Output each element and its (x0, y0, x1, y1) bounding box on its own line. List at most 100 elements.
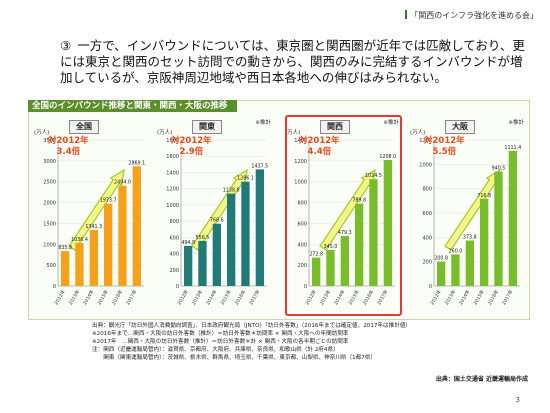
bar (451, 254, 460, 286)
y-tick-label: 400 (422, 235, 432, 241)
chart-title-kansai: 関西 (320, 120, 350, 134)
x-tick-label: 2012年 (176, 288, 190, 306)
x-tick-label: 2017年 (247, 288, 261, 306)
bar (104, 203, 113, 286)
ratio-caption: 対2012年 (48, 136, 89, 146)
bar (508, 150, 517, 286)
source-credit: 出典：国土交通省 近畿運輸局作成 (435, 376, 528, 383)
data-label: 272.8 (309, 252, 323, 258)
bar (255, 169, 264, 286)
data-label: 789.8 (352, 198, 366, 204)
y-tick-label: 1200 (419, 138, 432, 144)
chart-svg-zenkoku: (万人) 0 500 1000 1500 2000 2500 3000 3500 835.8 201… (34, 129, 145, 306)
bar (89, 230, 98, 286)
ratio-caption: 対2012年 (171, 136, 212, 146)
bar (355, 203, 364, 286)
growth-arrow (68, 168, 125, 251)
y-tick-label: 1600 (166, 154, 179, 160)
chart-note-kansai: ※推計 (383, 120, 399, 126)
bar (198, 240, 207, 286)
data-label: 1138.8 (223, 188, 240, 194)
bar (61, 251, 70, 286)
data-label: 1286.1 (237, 176, 254, 182)
x-tick-label: 2014年 (204, 288, 218, 306)
y-tick-label: 800 (422, 187, 432, 193)
y-tick-label: 200 (297, 263, 307, 269)
bar (312, 257, 321, 286)
bar (326, 250, 335, 286)
x-tick-label: 2014年 (457, 288, 471, 306)
data-label: 716.8 (477, 193, 491, 199)
chart-svg-osaka: (万人) 0 200 400 600 800 1000 1200 200.8 2012年 260.0… (410, 129, 521, 306)
x-tick-label: 2015年 (472, 288, 486, 306)
chart-kansai: (万人) 0 200 400 600 800 1000 1200 1400 272.8 2012年 3… (283, 114, 401, 314)
x-tick-label: 2013年 (67, 288, 81, 306)
chart-note-osaka: ※推計 (508, 120, 524, 126)
y-tick-label: 600 (422, 211, 432, 217)
source-line: 関東（関東運輸局管内）：茨城県、栃木県、群馬県、埼玉県、千葉県、東京都、山梨県、… (92, 355, 377, 361)
data-label: 1437.5 (251, 163, 268, 169)
ratio-value: 4.4倍 (307, 147, 332, 157)
x-tick-label: 2015年 (96, 288, 110, 306)
x-tick-label: 2017年 (124, 288, 138, 306)
bar (184, 245, 193, 286)
chart-title-osaka: 大阪 (445, 120, 475, 134)
header-bar: 「関西のインフラ強化を進める会」 (0, 0, 550, 30)
chart-title-kanto: 関東 (192, 120, 222, 134)
y-tick-label: 1200 (166, 187, 179, 193)
data-label: 373.8 (463, 235, 477, 241)
bar (437, 261, 446, 286)
data-label: 768.6 (210, 218, 224, 224)
bar (465, 240, 474, 286)
bar (75, 242, 84, 286)
source-notes: 出典：観光庁「訪日外国人消費動向調査」、日本政府観光局（JNTO）「訪日外客数」… (92, 322, 532, 362)
y-tick-label: 1800 (166, 138, 179, 144)
ratio-caption: 対2012年 (424, 136, 465, 146)
x-tick-label: 2015年 (219, 288, 233, 306)
ratio-label-kanto: 対2012年 2.9倍 (171, 136, 212, 158)
data-label: 260.0 (449, 248, 463, 254)
y-tick-label: 1000 (419, 162, 432, 168)
y-tick-label: 0 (176, 284, 179, 290)
chart-note-kanto: ※推計 (255, 120, 271, 126)
y-unit-label: (万人) (285, 129, 300, 136)
x-tick-label: 2013年 (443, 288, 457, 306)
y-tick-label: 800 (169, 219, 179, 225)
header-title: 「関西のインフラ強化を進める会」 (405, 10, 538, 21)
ratio-value: 2.9倍 (179, 147, 204, 157)
bar (494, 171, 503, 286)
source-line: 出典：観光庁「訪日外国人消費動向調査」、日本政府観光局（JNTO）「訪日外客数」… (92, 323, 412, 329)
bar (132, 166, 141, 286)
x-tick-label: 2016年 (486, 288, 500, 306)
data-label: 479.3 (338, 230, 352, 236)
data-label: 200.8 (434, 256, 448, 262)
source-line: 注：関西（近畿運輸局管内）：滋賀県、京都府、大阪府、兵庫県、奈良県、和歌山県（計… (92, 347, 339, 353)
data-label: 345.0 (324, 244, 338, 250)
y-tick-label: 800 (297, 201, 307, 207)
chart-svg-kansai: (万人)0200400600800100012001400272.82012年3… (285, 129, 396, 306)
ratio-label-osaka: 対2012年 5.5倍 (424, 136, 465, 158)
y-tick-label: 1000 (166, 203, 179, 209)
y-tick-label: 1200 (294, 159, 307, 165)
page-number: 3 (515, 396, 520, 404)
ratio-label-kansai: 対2012年 4.4倍 (299, 136, 340, 158)
bar (383, 160, 392, 286)
data-label: 940.5 (492, 166, 506, 172)
kansai-highlight-frame (285, 115, 402, 316)
y-tick-label: 2000 (43, 201, 56, 207)
data-label: 1111.4 (504, 145, 521, 151)
y-tick-label: 1000 (43, 242, 56, 248)
y-tick-label: 200 (169, 268, 179, 274)
bar (118, 185, 127, 286)
ratio-value: 3.4倍 (56, 147, 81, 157)
y-tick-label: 0 (429, 284, 432, 290)
y-tick-label: 200 (422, 260, 432, 266)
data-label: 1208.0 (379, 154, 396, 160)
data-label: 1036.4 (71, 237, 88, 243)
data-label: 2404.0 (114, 180, 131, 186)
data-label: 494.8 (181, 240, 195, 246)
source-line: ※2017年 …関西・大阪の訪日外客数（推計）＝訪日外客数＊計 × 関西・大阪の… (92, 339, 349, 345)
chart-osaka: (万人) 0 200 400 600 800 1000 1200 200.8 2012年 260.0… (408, 114, 526, 314)
panel-title: 全国のインバウンド推移と関東・関西・大阪の推移 (28, 100, 237, 112)
x-tick-label: 2012年 (53, 288, 67, 306)
